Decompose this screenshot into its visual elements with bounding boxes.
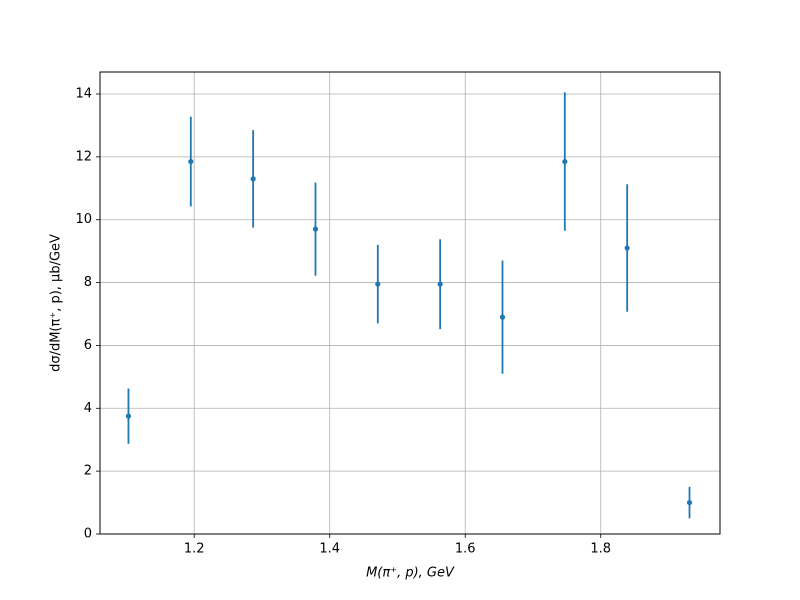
data-point bbox=[375, 281, 381, 287]
x-tick-label: 1.6 bbox=[455, 542, 476, 557]
data-point bbox=[562, 158, 568, 165]
y-tick-label: 0 bbox=[84, 527, 92, 542]
y-axis-label: dσ/dM(π⁺, p), μb/GeV bbox=[49, 234, 64, 372]
x-tick-label: 1.8 bbox=[590, 542, 611, 557]
data-point bbox=[499, 314, 506, 320]
data-point bbox=[250, 176, 256, 182]
x-tick-label: 1.4 bbox=[319, 542, 340, 557]
x-tick-label: 1.2 bbox=[184, 542, 205, 557]
y-tick-label: 14 bbox=[75, 87, 92, 102]
plot-frame bbox=[99, 71, 721, 535]
y-tick-label: 6 bbox=[84, 338, 92, 353]
data-point bbox=[125, 413, 132, 419]
data-point bbox=[437, 281, 443, 287]
data-point bbox=[686, 499, 693, 506]
y-tick-label: 2 bbox=[84, 464, 92, 479]
y-tick-label: 10 bbox=[75, 212, 92, 227]
x-axis-label: M(π⁺, p), GeV bbox=[366, 566, 455, 581]
data-point bbox=[312, 226, 319, 232]
data-point bbox=[624, 245, 630, 251]
y-tick-label: 4 bbox=[84, 401, 92, 416]
y-tick-label: 12 bbox=[75, 149, 92, 164]
y-tick-label: 8 bbox=[84, 275, 92, 290]
data-point bbox=[188, 158, 194, 165]
